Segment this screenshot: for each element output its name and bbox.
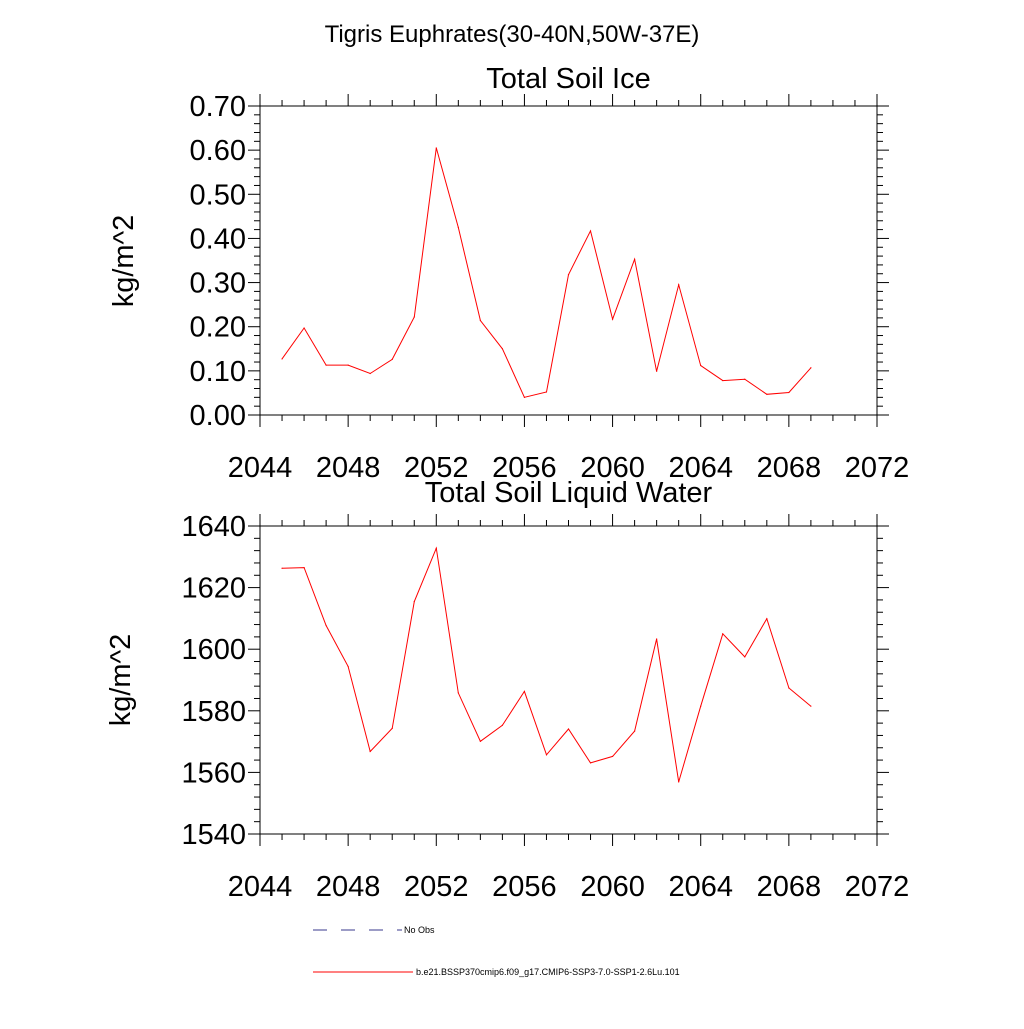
y-tick-label: 0.20 <box>190 312 246 344</box>
series-line <box>281 147 812 398</box>
data-point <box>479 740 481 742</box>
data-point <box>281 358 283 360</box>
legend: No Obs b.e21.BSSP370cmip6.f09_g17.CMIP6-… <box>313 925 680 977</box>
chart-title: Total Soil Liquid Water <box>425 477 713 509</box>
x-tick-label: 2072 <box>845 871 910 903</box>
data-point <box>303 566 305 569</box>
y-axis-label: kg/m^2 <box>105 634 137 727</box>
data-point <box>369 372 371 375</box>
data-point <box>766 618 768 620</box>
y-tick-label: 0.60 <box>190 135 246 167</box>
panel-total-soil-ice: Total Soil Ice kg/m^2 2044 2048 2052 2056 2060… <box>108 63 909 484</box>
data-point <box>700 364 702 367</box>
x-tick-label: 2060 <box>580 871 645 903</box>
data-point <box>589 230 592 232</box>
data-point <box>325 364 327 366</box>
y-tick-label: 1600 <box>181 634 246 666</box>
data-point <box>479 319 481 322</box>
y-tick-label: 0.30 <box>190 268 246 300</box>
data-point <box>545 754 548 756</box>
data-point <box>435 547 437 549</box>
data-point <box>413 316 415 318</box>
data-point <box>413 600 415 603</box>
data-point <box>435 147 437 149</box>
data-point <box>744 656 746 658</box>
data-point <box>545 391 548 393</box>
data-point <box>766 393 768 395</box>
data-point <box>611 318 614 320</box>
x-tick-label: 2056 <box>492 871 557 903</box>
data-point <box>656 638 658 640</box>
y-tick-label: 1540 <box>181 819 246 851</box>
data-point <box>788 687 790 689</box>
data-point <box>303 327 305 329</box>
legend-label-no-obs: No Obs <box>404 925 435 935</box>
y-tick-label: 0.40 <box>190 223 246 255</box>
data-point <box>391 727 393 729</box>
data-point <box>567 728 570 730</box>
data-point <box>700 705 702 707</box>
data-point <box>457 692 459 694</box>
data-point <box>678 781 680 783</box>
x-tick-label: 2048 <box>316 871 381 903</box>
data-point <box>722 379 724 382</box>
data-point <box>391 358 393 360</box>
data-point <box>457 226 459 228</box>
data-point <box>523 690 526 692</box>
x-tick-label: 2052 <box>404 871 469 903</box>
data-point <box>744 378 746 380</box>
data-point <box>281 567 283 569</box>
x-tick-label: 2056 <box>492 452 557 484</box>
data-point <box>369 750 371 753</box>
data-point <box>611 755 614 757</box>
data-point <box>656 370 658 372</box>
data-point <box>634 730 636 732</box>
data-point <box>325 624 327 627</box>
legend-label-model-run: b.e21.BSSP370cmip6.f09_g17.CMIP6-SSP3-7.… <box>416 967 680 977</box>
data-point <box>501 348 503 350</box>
data-point <box>722 633 724 635</box>
data-point <box>678 284 680 286</box>
figure-title: Tigris Euphrates(30-40N,50W-37E) <box>325 21 700 48</box>
y-tick-label: 0.70 <box>190 91 246 123</box>
plot-frame <box>259 525 878 835</box>
y-tick-label: 0.00 <box>190 400 246 432</box>
y-tick-label: 0.50 <box>190 179 246 211</box>
x-tick-label: 2044 <box>228 871 293 903</box>
data-point <box>347 665 349 668</box>
x-tick-label: 2064 <box>668 452 733 484</box>
x-tick-label: 2072 <box>845 452 910 484</box>
plot-frame <box>259 105 878 416</box>
data-point <box>501 724 503 726</box>
data-point <box>589 762 592 764</box>
data-point <box>347 364 349 366</box>
y-tick-label: 1640 <box>181 511 246 543</box>
data-point <box>523 396 526 398</box>
x-tick-label: 2052 <box>404 452 469 484</box>
y-tick-label: 0.10 <box>190 356 246 388</box>
panel-total-soil-liquid-water: Total Soil Liquid Water kg/m^2 2044 2048 205… <box>105 477 909 903</box>
data-point <box>634 258 636 260</box>
y-tick-label: 1620 <box>181 573 246 605</box>
x-tick-label: 2068 <box>757 871 822 903</box>
series-line <box>281 546 812 783</box>
data-point <box>567 274 570 276</box>
data-point <box>788 391 790 394</box>
data-point <box>810 705 812 707</box>
x-tick-label: 2048 <box>316 452 381 484</box>
x-tick-label: 2044 <box>228 452 293 484</box>
x-tick-label: 2064 <box>668 871 733 903</box>
data-point <box>810 367 812 369</box>
y-tick-label: 1560 <box>181 757 246 789</box>
y-axis-label: kg/m^2 <box>108 215 140 308</box>
x-tick-label: 2060 <box>580 452 645 484</box>
chart-title: Total Soil Ice <box>486 63 650 95</box>
y-tick-label: 1580 <box>181 696 246 728</box>
x-tick-label: 2068 <box>757 452 822 484</box>
